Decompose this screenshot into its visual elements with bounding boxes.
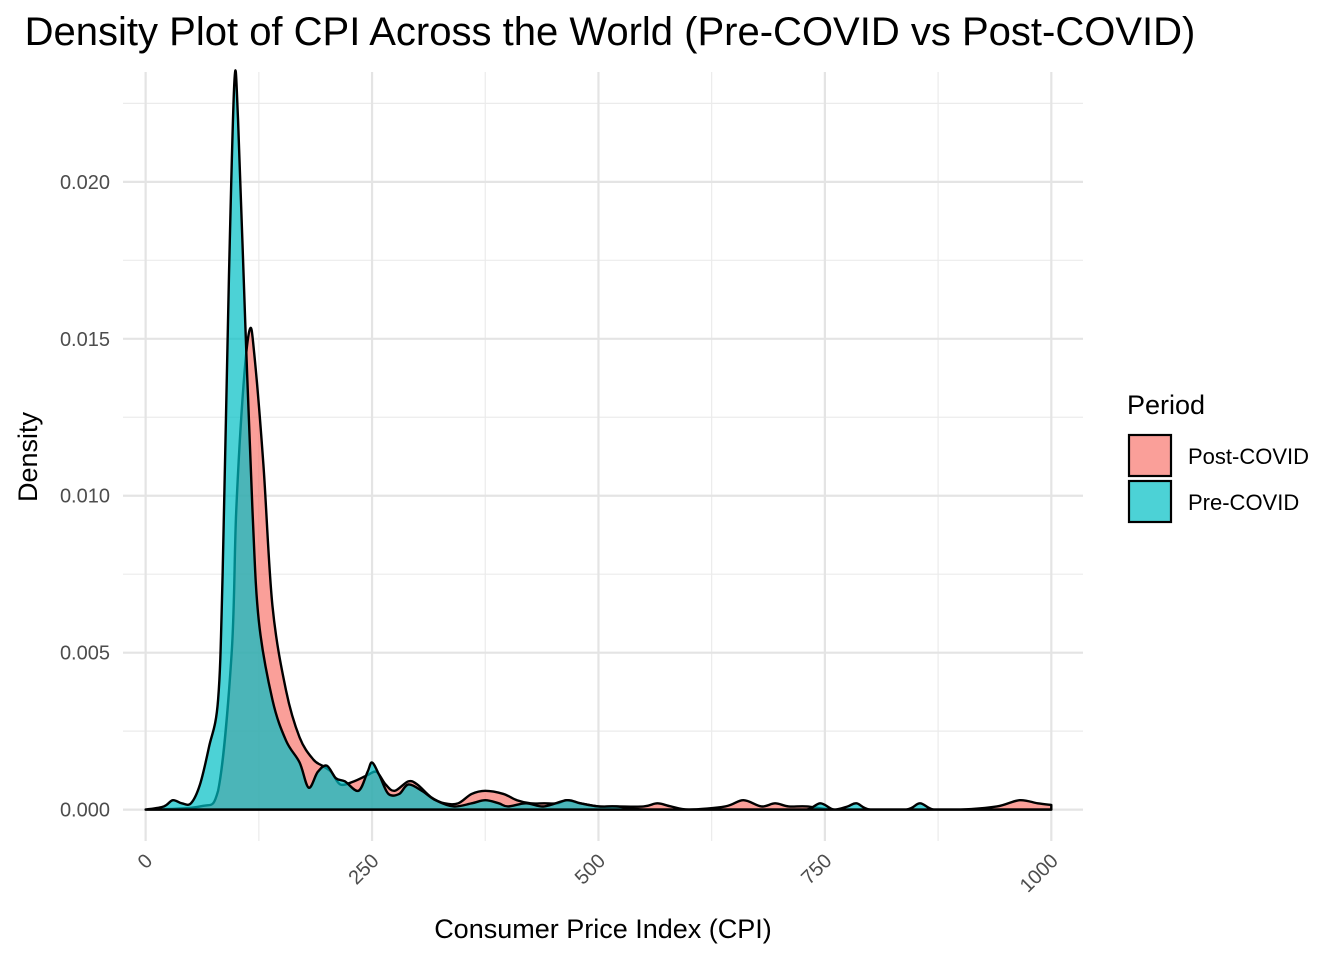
x-tick-label: 500: [571, 850, 610, 889]
y-tick-label: 0.005: [60, 643, 110, 665]
legend-item-post-covid: Post-COVID: [1127, 433, 1309, 478]
legend: Period Post-COVID Pre-COVID: [1127, 390, 1309, 524]
legend-title: Period: [1127, 390, 1205, 420]
y-axis-label: Density: [13, 411, 43, 502]
chart-title: Density Plot of CPI Across the World (Pr…: [25, 10, 1196, 54]
x-axis-label: Consumer Price Index (CPI): [434, 914, 772, 944]
y-tick-label: 0.015: [60, 329, 110, 351]
legend-item-pre-covid: Pre-COVID: [1127, 479, 1299, 524]
y-tick-label: 0.020: [60, 172, 110, 194]
grid: [123, 72, 1083, 841]
x-axis-ticks: 0 250 500 750 1000: [134, 850, 1063, 897]
x-tick-label: 250: [344, 850, 383, 889]
legend-label-pre-covid: Pre-COVID: [1188, 490, 1299, 515]
x-tick-label: 0: [134, 850, 157, 873]
legend-key-post-covid: [1127, 433, 1173, 478]
y-tick-label: 0.000: [60, 800, 110, 822]
density-areas: [144, 69, 1053, 811]
density-area-pre-covid: [144, 69, 1053, 811]
y-tick-label: 0.010: [60, 486, 110, 508]
y-axis-ticks: 0.000 0.005 0.010 0.015 0.020: [60, 172, 110, 822]
legend-key-pre-covid: [1127, 479, 1173, 524]
x-tick-label: 750: [797, 850, 836, 889]
x-tick-label: 1000: [1016, 850, 1063, 897]
legend-label-post-covid: Post-COVID: [1188, 444, 1309, 469]
